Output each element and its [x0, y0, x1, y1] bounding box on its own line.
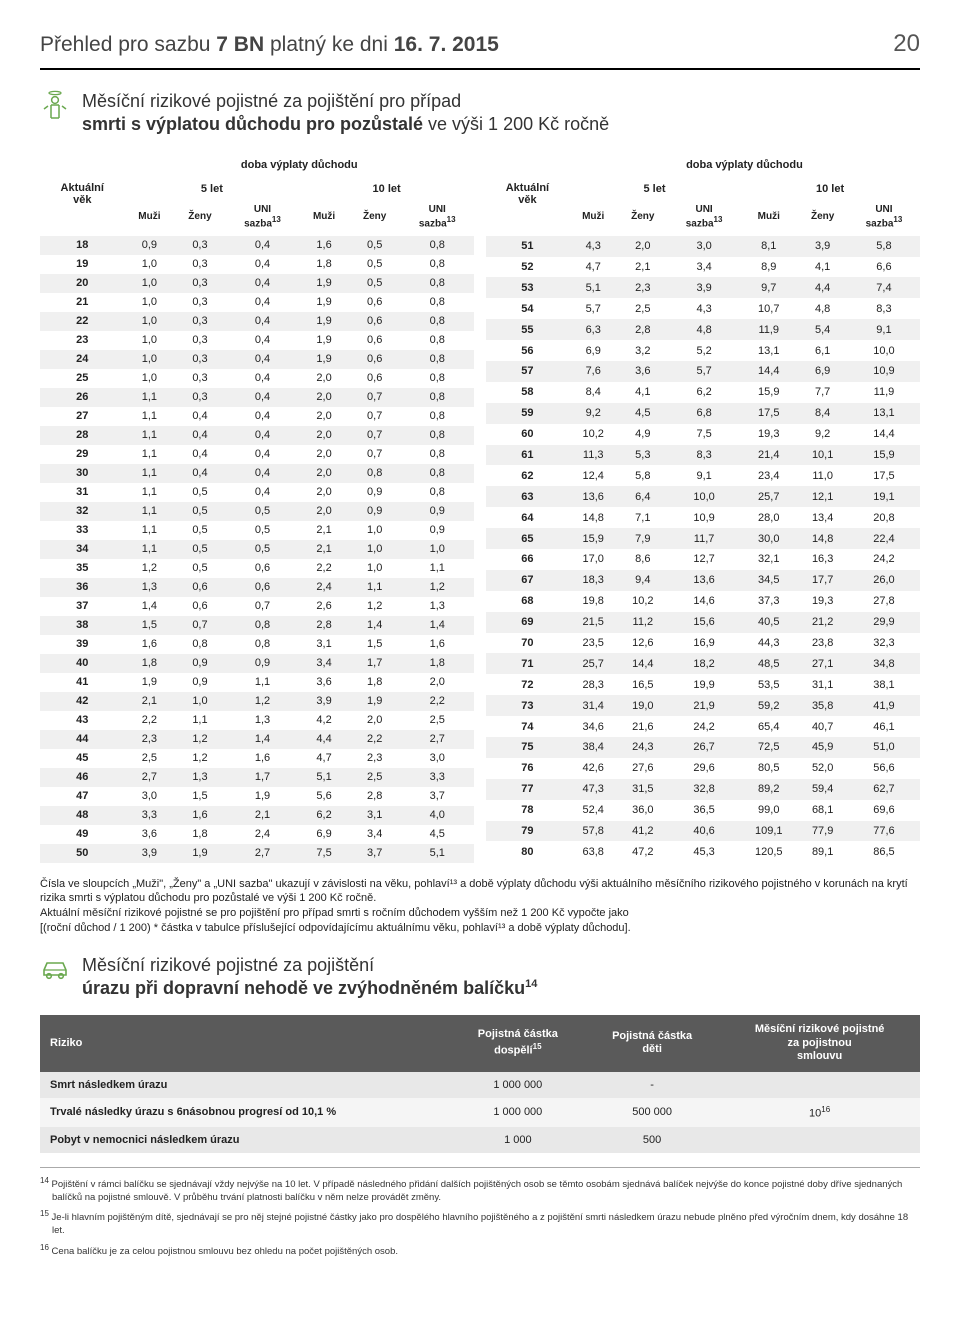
footnotes: 14 Pojištění v rámci balíčku se sjednáva… [40, 1167, 920, 1260]
table-row: 7957,841,240,6109,177,977,6 [486, 821, 920, 842]
table-row: 271,10,40,42,00,70,8 [40, 407, 474, 426]
note-l3: [(roční důchod / 1 200) * částka v tabul… [40, 922, 631, 934]
section1-heading: Měsíční rizikové pojistné za pojištění p… [40, 90, 920, 137]
table-row: 191,00,30,41,80,50,8 [40, 255, 474, 274]
header-title: Přehled pro sazbu 7 BN platný ke dni 16.… [40, 33, 499, 57]
table-row: 321,10,50,52,00,90,9 [40, 502, 474, 521]
note-l1: Čísla ve sloupcích „Muži", „Ženy" a „UNI… [40, 878, 908, 905]
footnote-15: 15 Je-li hlavním pojištěným dítě, sjedná… [40, 1209, 920, 1238]
mortality-table-left: Aktuálnívěk doba výplaty důchodu 5 let 1… [40, 153, 474, 863]
table-row: 473,01,51,95,62,83,7 [40, 787, 474, 806]
table-row: 291,10,40,42,00,70,8 [40, 445, 474, 464]
section1-title: Měsíční rizikové pojistné za pojištění p… [82, 90, 609, 137]
risk-package-table: Riziko Pojistná částkadospělí15 Pojistná… [40, 1015, 920, 1153]
table-row: 7852,436,036,599,068,169,6 [486, 800, 920, 821]
table-row: 556,32,84,811,95,49,1 [486, 319, 920, 340]
table-row: 7434,621,624,265,440,746,1 [486, 716, 920, 737]
tariff-code: 7 BN [216, 33, 264, 56]
table-row: 6819,810,214,637,319,327,8 [486, 591, 920, 612]
table-row: 442,31,21,44,42,22,7 [40, 730, 474, 749]
table-row: 6414,87,110,928,013,420,8 [486, 507, 920, 528]
table-row: 180,90,30,41,60,50,8 [40, 236, 474, 255]
footnote-14: 14 Pojištění v rámci balíčku se sjednáva… [40, 1176, 920, 1205]
table-row: 545,72,54,310,74,88,3 [486, 298, 920, 319]
table-row: 7747,331,532,889,259,462,7 [486, 779, 920, 800]
table-row: 231,00,30,41,90,60,8 [40, 331, 474, 350]
s2-sup: 14 [525, 978, 537, 990]
table-row: 7538,424,326,772,545,951,0 [486, 737, 920, 758]
table-row: 351,20,50,62,21,01,1 [40, 559, 474, 578]
page-header: Přehled pro sazbu 7 BN platný ke dni 16.… [40, 30, 920, 70]
table-row: 452,51,21,64,72,33,0 [40, 749, 474, 768]
table-row: 281,10,40,42,00,70,8 [40, 426, 474, 445]
table-row: 422,11,01,23,91,92,2 [40, 692, 474, 711]
table-row: 566,93,25,213,16,110,0 [486, 340, 920, 361]
table-row: 221,00,30,41,90,60,8 [40, 312, 474, 331]
table-row: 211,00,30,41,90,60,8 [40, 293, 474, 312]
table-row: 6313,66,410,025,712,119,1 [486, 486, 920, 507]
note-l2: Aktuální měsíční rizikové pojistné se pr… [40, 907, 629, 919]
table-row: 261,10,30,42,00,70,8 [40, 388, 474, 407]
table-row: 599,24,56,817,58,413,1 [486, 403, 920, 424]
table-row: 7228,316,519,953,531,138,1 [486, 674, 920, 695]
table-row: Smrt následkem úrazu 1 000 000 - [40, 1072, 920, 1098]
table-row: 514,32,03,08,13,95,8 [486, 236, 920, 257]
table-row: 535,12,33,99,74,47,4 [486, 277, 920, 298]
table-row: 8063,847,245,3120,589,186,5 [486, 841, 920, 862]
table-row: 6515,97,911,730,014,822,4 [486, 528, 920, 549]
table-row: 6010,24,97,519,39,214,4 [486, 424, 920, 445]
table-row: 7125,714,418,248,527,134,8 [486, 653, 920, 674]
footnote-16: 16 Cena balíčku je za celou pojistnou sm… [40, 1243, 920, 1259]
s1-line2b: ve výši 1 200 Kč ročně [423, 114, 609, 134]
table-row: Trvalé následky úrazu s 6násobnou progre… [40, 1098, 920, 1127]
table-row: 6111,35,38,321,410,115,9 [486, 445, 920, 466]
title-prefix: Přehled pro sazbu [40, 33, 216, 56]
table-row: 301,10,40,42,00,80,8 [40, 464, 474, 483]
table-row: 524,72,13,48,94,16,6 [486, 257, 920, 278]
table-row: 7023,512,616,944,323,832,3 [486, 633, 920, 654]
table-row: 588,44,16,215,97,711,9 [486, 382, 920, 403]
table-row: 483,31,62,16,23,14,0 [40, 806, 474, 825]
table-row: 201,00,30,41,90,50,8 [40, 274, 474, 293]
table-row: 401,80,90,93,41,71,8 [40, 654, 474, 673]
section2-heading: Měsíční rizikové pojistné za pojištění ú… [40, 954, 920, 1001]
s1-line1: Měsíční rizikové pojistné za pojištění p… [82, 91, 461, 111]
table-row: 381,50,70,82,81,41,4 [40, 616, 474, 635]
table-row: 577,63,65,714,46,910,9 [486, 361, 920, 382]
table-row: 411,90,91,13,61,82,0 [40, 673, 474, 692]
table-row: 7331,419,021,959,235,841,9 [486, 695, 920, 716]
table-row: 361,30,60,62,41,11,2 [40, 578, 474, 597]
table-row: 341,10,50,52,11,01,0 [40, 540, 474, 559]
table-row: 6212,45,89,123,411,017,5 [486, 465, 920, 486]
car-icon [40, 954, 70, 984]
table-row: 371,40,60,72,61,21,3 [40, 597, 474, 616]
table-row: 6617,08,612,732,116,324,2 [486, 549, 920, 570]
mortality-tables: Aktuálnívěk doba výplaty důchodu 5 let 1… [40, 153, 920, 863]
table-row: 311,10,50,42,00,90,8 [40, 483, 474, 502]
explanatory-note: Čísla ve sloupcích „Muži", „Ženy" a „UNI… [40, 877, 920, 936]
table-row: 462,71,31,75,12,53,3 [40, 768, 474, 787]
table-row: 493,61,82,46,93,44,5 [40, 825, 474, 844]
mortality-table-right: Aktuálnívěk doba výplaty důchodu 5 let 1… [486, 153, 920, 863]
s2-line1: Měsíční rizikové pojistné za pojištění [82, 955, 374, 975]
table-row: 503,91,92,77,53,75,1 [40, 844, 474, 863]
title-mid: platný ke dni [264, 33, 394, 56]
table-row: 241,00,30,41,90,60,8 [40, 350, 474, 369]
table-row: 6718,39,413,634,517,726,0 [486, 570, 920, 591]
table-row: Pobyt v nemocnici následkem úrazu 1 000 … [40, 1127, 920, 1153]
section2-title: Měsíční rizikové pojistné za pojištění ú… [82, 954, 537, 1001]
header-date: 16. 7. 2015 [394, 33, 499, 56]
table-row: 432,21,11,34,22,02,5 [40, 711, 474, 730]
angel-icon [40, 90, 70, 120]
table-row: 6921,511,215,640,521,229,9 [486, 612, 920, 633]
table-row: 331,10,50,52,11,00,9 [40, 521, 474, 540]
table-row: 7642,627,629,680,552,056,6 [486, 758, 920, 779]
s2-line2: úrazu při dopravní nehodě ve zvýhodněném… [82, 978, 525, 998]
table-row: 251,00,30,42,00,60,8 [40, 369, 474, 388]
table-row: 391,60,80,83,11,51,6 [40, 635, 474, 654]
page-number: 20 [893, 30, 920, 58]
s1-line2a: smrti s výplatou důchodu pro pozůstalé [82, 114, 423, 134]
